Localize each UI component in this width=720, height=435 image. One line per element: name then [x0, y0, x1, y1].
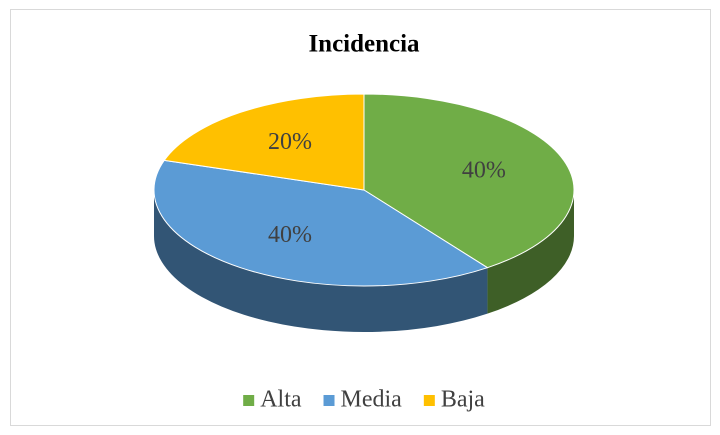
slice	[163, 93, 365, 191]
data-label: 20%	[268, 129, 312, 155]
slice-side	[154, 190, 488, 332]
legend-label: Media	[341, 387, 403, 413]
legend-label: Baja	[441, 387, 485, 413]
data-label: 40%	[268, 222, 312, 248]
slice	[153, 159, 489, 287]
legend: Alta Media Baja	[243, 387, 485, 413]
chart-title: Incidencia	[308, 31, 420, 58]
slice-side	[487, 190, 574, 314]
legend-marker	[423, 395, 435, 406]
slice	[363, 93, 575, 269]
legend-marker	[243, 395, 255, 406]
data-label: 40%	[462, 158, 506, 184]
legend-marker	[323, 395, 335, 406]
legend-label: Alta	[260, 387, 302, 413]
